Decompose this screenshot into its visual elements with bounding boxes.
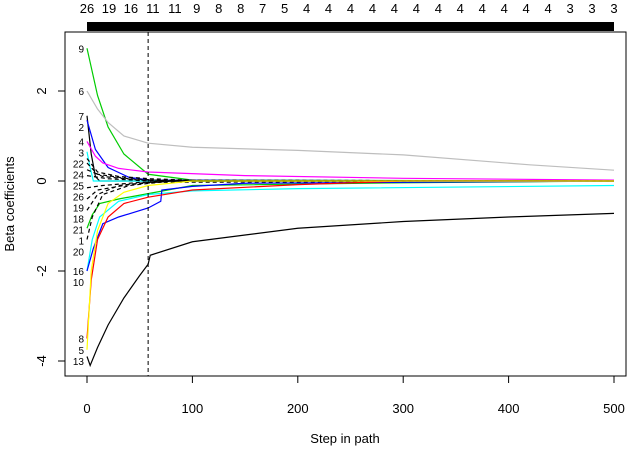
x-tick-label: 300 (392, 401, 414, 416)
series-lines (86, 48, 615, 368)
top-axis-label: 4 (369, 1, 376, 16)
y-axis-title: Beta coefficients (2, 156, 17, 252)
series-label-4: 4 (78, 137, 84, 148)
top-axis-label: 4 (325, 1, 332, 16)
top-axis-label: 4 (347, 1, 354, 16)
top-axis-label: 9 (193, 1, 200, 16)
series-label-18: 18 (73, 214, 85, 225)
top-axis-label: 4 (523, 1, 530, 16)
x-axis: 0 100 200 300 400 500 (83, 375, 625, 416)
top-axis-label: 11 (168, 1, 182, 16)
top-axis-label: 3 (610, 1, 617, 16)
series-label-3: 3 (78, 148, 84, 159)
top-axis-label: 4 (435, 1, 442, 16)
y-tick-label: 2 (34, 87, 49, 94)
x-tick-label: 500 (603, 401, 625, 416)
series-line-7 (86, 115, 614, 182)
series-line-4 (86, 141, 615, 181)
series-line-24 (86, 162, 614, 182)
series-label-10: 10 (73, 278, 85, 289)
top-axis: 26 19 16 11 11 9 8 8 7 5 4 4 4 4 4 4 4 4 4 4 4 4 3 3 3 (80, 1, 618, 31)
top-axis-label: 4 (303, 1, 310, 16)
top-axis-label: 19 (102, 1, 116, 16)
series-label-6: 6 (78, 87, 84, 98)
series-label-2: 2 (78, 123, 84, 134)
top-axis-label: 8 (215, 1, 222, 16)
top-axis-tick-bar (87, 22, 614, 31)
series-line-25 (86, 169, 615, 182)
series-label-16: 16 (73, 267, 85, 278)
y-tick-label: 0 (34, 177, 49, 184)
series-line-16 (86, 184, 615, 272)
series-label-9: 9 (78, 44, 84, 55)
series-label-25: 25 (73, 181, 85, 192)
series-line-22 (86, 158, 614, 182)
series-label-26: 26 (73, 192, 85, 203)
series-line-1 (86, 180, 615, 229)
top-axis-label: 4 (391, 1, 398, 16)
series-label-21: 21 (73, 225, 85, 236)
series-line-8 (86, 180, 614, 339)
series-label-13: 13 (73, 357, 85, 368)
x-tick-label: 100 (182, 401, 204, 416)
top-axis-label: 5 (281, 1, 288, 16)
top-axis-label: 7 (259, 1, 266, 16)
y-tick-label: -2 (34, 265, 49, 277)
top-axis-label: 4 (545, 1, 552, 16)
top-axis-label: 8 (237, 1, 244, 16)
x-tick-label: 200 (287, 401, 309, 416)
series-line-9 (86, 48, 615, 182)
top-axis-label: 4 (479, 1, 486, 16)
series-label-19: 19 (73, 203, 85, 214)
y-axis: -4 -2 0 2 (34, 87, 66, 367)
series-label-7: 7 (78, 112, 84, 123)
x-tick-label: 0 (83, 401, 90, 416)
series-label-8: 8 (78, 335, 84, 346)
top-axis-label: 3 (566, 1, 573, 16)
series-line-2 (86, 120, 615, 182)
top-axis-label: 4 (501, 1, 508, 16)
top-axis-label: 4 (457, 1, 464, 16)
x-tick-label: 400 (498, 401, 520, 416)
series-line-13 (86, 212, 615, 368)
series-label-24: 24 (73, 170, 85, 181)
series-label-5: 5 (78, 346, 84, 357)
x-axis-title: Step in path (310, 431, 379, 446)
top-axis-label: 3 (588, 1, 595, 16)
series-line-5 (86, 180, 614, 350)
top-axis-label: 4 (413, 1, 420, 16)
top-axis-label: 26 (80, 1, 94, 16)
top-axis-label: 11 (146, 1, 160, 16)
series-line-21 (86, 180, 614, 211)
series-line-6 (86, 90, 615, 171)
series-line-10 (86, 180, 615, 272)
top-axis-label: 16 (124, 1, 138, 16)
plot-frame (64, 31, 627, 377)
series-label-22: 22 (73, 159, 85, 170)
series-label-1: 1 (78, 236, 84, 247)
y-tick-label: -4 (34, 355, 49, 367)
series-label-20: 20 (73, 247, 85, 258)
